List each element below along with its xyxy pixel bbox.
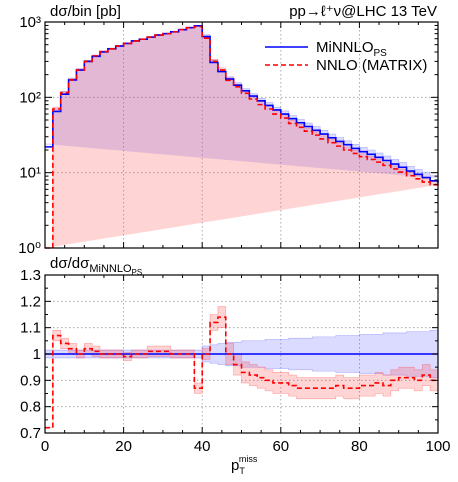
top-y-tick-labels: 10⁰ 10¹ 10² 10³ <box>18 14 41 257</box>
x-tick-labels: 0 20 40 60 80 100 <box>41 438 451 455</box>
x-tick-label-5: 100 <box>425 438 450 455</box>
legend-label-nnlo: NNLO (MATRIX) <box>316 57 427 74</box>
x-tick-label-1: 20 <box>115 438 132 455</box>
legend-label-minnlo: MiNNLOPS <box>316 39 387 59</box>
ratio-y-axis-label: dσ/dσMiNNLOPS <box>50 255 142 277</box>
bot-ytick-label-4: 1.1 <box>20 320 41 337</box>
top-series-lines <box>45 25 439 249</box>
bottom-panel: 0.7 0.8 0.9 1 1.1 1.2 1.3 0 20 40 60 80 100 dσ/dσMi… <box>20 255 450 476</box>
bottom-ticks <box>44 274 439 434</box>
top-ytick-label-2: 10² <box>19 89 41 106</box>
x-tick-label-3: 60 <box>272 438 289 455</box>
bot-ytick-label-1: 0.8 <box>20 399 41 416</box>
x-tick-label-0: 0 <box>41 438 49 455</box>
x-tick-label-2: 40 <box>194 438 211 455</box>
legend: MiNNLOPS NNLO (MATRIX) <box>265 39 427 74</box>
x-axis-label: pTmiss <box>231 454 258 476</box>
top-ticks <box>44 21 439 249</box>
top-panel: 10⁰ 10¹ 10² 10³ dσ/bin [pb] pp→ℓ⁺ν@LHC 13 T… <box>18 3 439 257</box>
bot-ytick-label-2: 0.9 <box>20 372 41 389</box>
bot-ytick-label-3: 1 <box>33 346 41 363</box>
bot-ytick-label-6: 1.3 <box>20 267 41 284</box>
process-annotation: pp→ℓ⁺ν@LHC 13 TeV <box>289 3 437 20</box>
top-ytick-label-1: 10¹ <box>19 165 41 182</box>
bot-line-series-1 <box>45 316 438 429</box>
top-ytick-label-3: 10³ <box>19 14 41 31</box>
bottom-series-lines <box>45 316 438 429</box>
bottom-y-tick-labels: 0.7 0.8 0.9 1 1.1 1.2 1.3 <box>20 267 41 442</box>
top-line-series-1 <box>45 25 439 249</box>
x-tick-label-4: 80 <box>351 438 368 455</box>
bot-ytick-label-5: 1.2 <box>20 293 41 310</box>
bot-ytick-label-0: 0.7 <box>20 425 41 442</box>
top-ytick-label-0: 10⁰ <box>18 240 41 257</box>
top-y-axis-label: dσ/bin [pb] <box>50 3 121 20</box>
top-grid <box>45 22 438 248</box>
